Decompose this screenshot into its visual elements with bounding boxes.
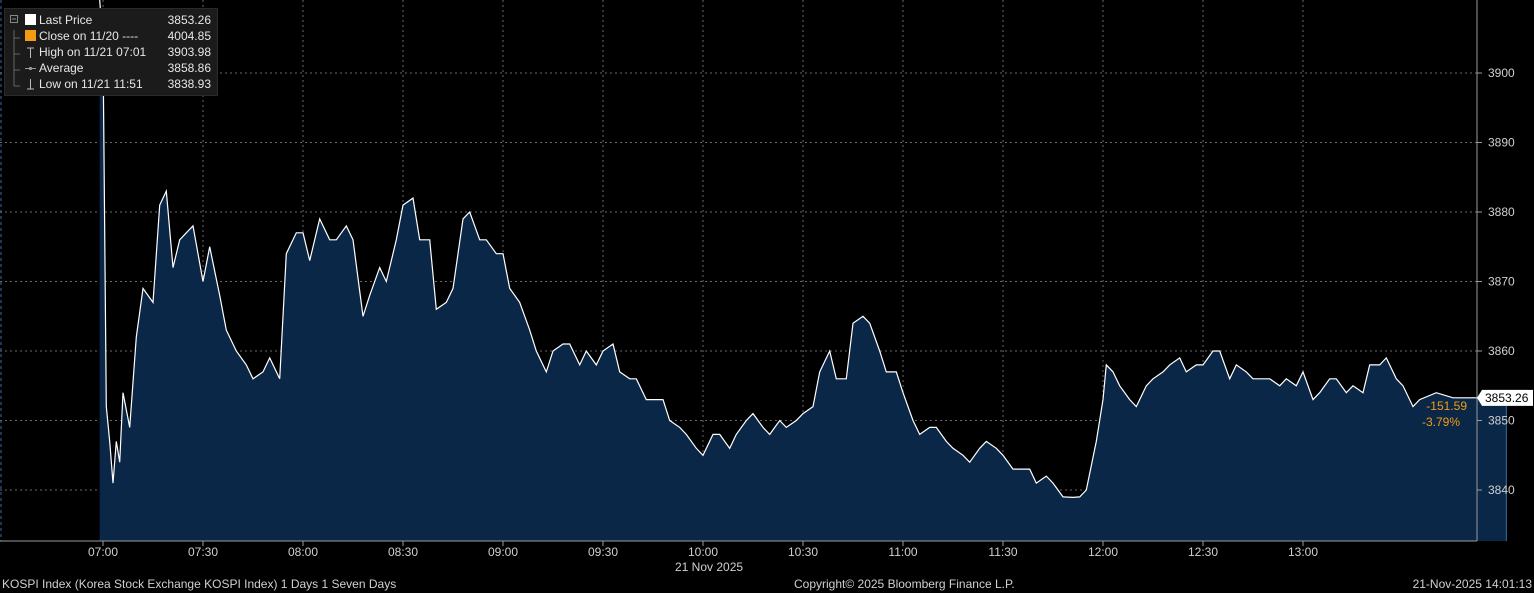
price-line [99, 0, 1507, 499]
y-tick-label: 3900 [1488, 66, 1515, 80]
x-tick-label: 09:00 [488, 545, 518, 559]
legend-item-last-price[interactable]: Last Price 3853.26 [9, 12, 215, 28]
y-tick-label: 3840 [1488, 483, 1515, 497]
x-tick-label: 10:30 [788, 545, 818, 559]
close-swatch [25, 30, 36, 41]
x-tick-label: 08:00 [288, 545, 318, 559]
last-price-tag-box [1477, 389, 1533, 406]
change-abs: -151.59 [1426, 399, 1467, 413]
price-area-fill [99, 0, 1507, 541]
legend-value: 4004.85 [167, 29, 211, 43]
x-tick-label: 08:30 [388, 545, 418, 559]
x-tick-label: 07:30 [188, 545, 218, 559]
low-marker-icon [25, 78, 36, 90]
tree-line-icon [9, 46, 21, 62]
last-price-swatch [25, 14, 36, 25]
tree-line-icon [9, 62, 21, 78]
timestamp: 21-Nov-2025 14:01:13 [1412, 577, 1532, 591]
x-tick-label: 11:00 [888, 545, 917, 559]
legend-label: Close on 11/20 ---- [39, 29, 139, 43]
legend-value: 3858.86 [167, 61, 211, 75]
y-axis-ticks: 3840 3850 3860 3870 3880 3890 3900 [1477, 66, 1515, 497]
x-tick-label: 10:00 [688, 545, 718, 559]
change-pct: -3.79% [1422, 415, 1460, 429]
legend-label: Last Price [39, 13, 93, 27]
legend-label: Average [39, 61, 84, 75]
legend-value: 3903.98 [167, 45, 211, 59]
legend-value: 3853.26 [167, 13, 211, 27]
x-axis-ticks: 07:00 07:30 08:00 08:30 09:00 09:30 10:00 10:30… [88, 541, 1318, 559]
price-area [0, 0, 1507, 541]
security-description: KOSPI Index (Korea Stock Exchange KOSPI … [2, 577, 397, 591]
legend-value: 3838.93 [167, 77, 211, 91]
legend-label: Low on 11/21 11:51 [39, 77, 143, 91]
average-marker-icon [25, 62, 36, 73]
y-tick-label: 3880 [1488, 205, 1515, 219]
legend-item-average[interactable]: Average 3858.86 [9, 60, 215, 78]
legend-item-low[interactable]: Low on 11/21 11:51 3838.93 [9, 76, 215, 92]
x-tick-label: 12:00 [1088, 545, 1118, 559]
chart-axes [0, 0, 1478, 542]
tree-end-icon [9, 78, 21, 90]
last-price-tag: 3853.26 [1485, 391, 1529, 405]
date-label: 21 Nov 2025 [675, 560, 744, 574]
collapse-icon[interactable] [9, 14, 21, 26]
y-tick-label: 3890 [1488, 136, 1515, 150]
x-tick-label: 11:30 [988, 545, 1017, 559]
high-marker-icon [25, 46, 36, 58]
price-tags: 3853.26 -151.59 -3.79% [1422, 389, 1533, 429]
legend-item-high[interactable]: High on 11/21 07:01 3903.98 [9, 44, 215, 62]
x-tick-label: 07:00 [88, 545, 118, 559]
y-tick-label: 3860 [1488, 344, 1515, 358]
y-tick-label: 3870 [1488, 275, 1515, 289]
x-tick-label: 12:30 [1188, 545, 1218, 559]
x-tick-label: 09:30 [588, 545, 618, 559]
x-tick-label: 13:00 [1288, 545, 1318, 559]
y-tick-label: 3850 [1488, 414, 1515, 428]
copyright: Copyright© 2025 Bloomberg Finance L.P. [794, 577, 1015, 591]
chart-legend: Last Price 3853.26 Close on 11/20 ---- 4… [4, 8, 218, 96]
legend-item-close[interactable]: Close on 11/20 ---- 4004.85 [9, 28, 215, 46]
tree-line-icon [9, 30, 21, 46]
legend-label: High on 11/21 07:01 [39, 45, 147, 59]
